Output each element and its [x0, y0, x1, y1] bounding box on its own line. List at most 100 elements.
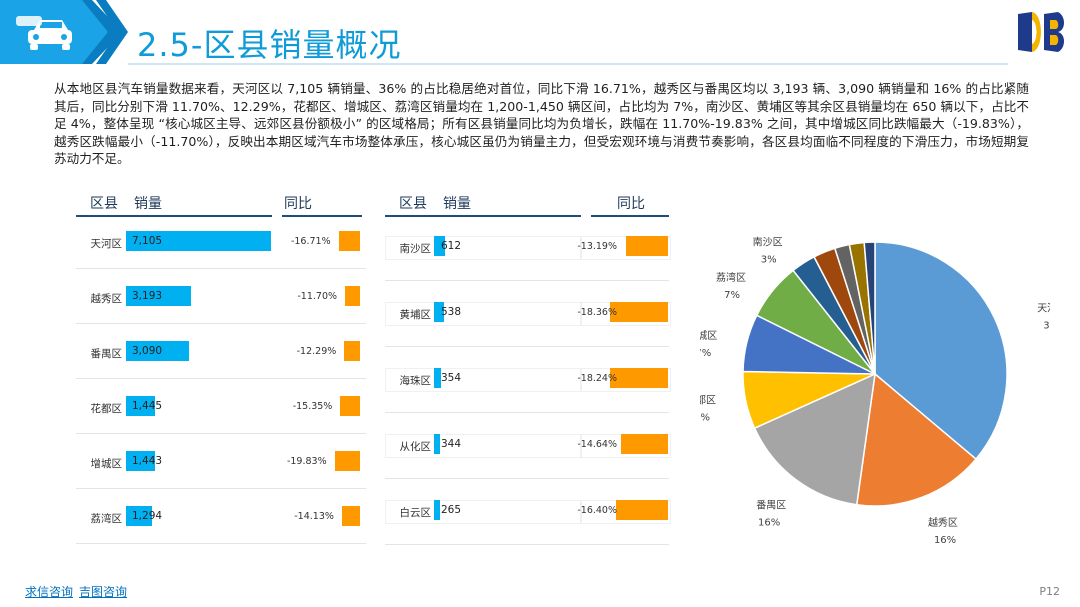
- sales-value-label: 344: [441, 438, 462, 450]
- header-yoy: 同比: [284, 196, 312, 212]
- header-yoy: 同比: [617, 196, 645, 212]
- footer-link-jitu[interactable]: 吉图咨询: [79, 585, 128, 599]
- page-number: P12: [1039, 585, 1060, 598]
- sales-bar: [126, 506, 153, 526]
- pie-slice: [753, 372, 876, 506]
- yoy-value-label: -16.40%: [577, 505, 617, 516]
- sales-value-label: 354: [441, 372, 462, 384]
- yoy-bar: [626, 236, 668, 256]
- pie-slice-percent: 16%: [934, 535, 956, 546]
- yoy-value-label: -13.19%: [577, 241, 617, 252]
- pie-slice-percent: 36%: [1043, 321, 1050, 332]
- page-title: 2.5-区县销量概况: [137, 26, 402, 64]
- yoy-bar: [345, 286, 360, 306]
- table-row: 黄埔区 538 -18.36%: [385, 302, 675, 326]
- yoy-value-label: -18.24%: [577, 373, 617, 384]
- district-label: 荔湾区: [90, 513, 123, 525]
- district-label: 黄埔区: [399, 309, 432, 321]
- sales-track: [385, 500, 581, 524]
- sales-track: [385, 434, 581, 458]
- pie-slice: [863, 241, 876, 375]
- pie-slice: [855, 372, 977, 507]
- sales-value-label: 3,090: [132, 345, 163, 357]
- row-divider: [76, 268, 366, 269]
- pie-slice-label: 荔湾区: [716, 271, 746, 284]
- pie-slice-percent: 7%: [700, 413, 710, 424]
- yoy-value-label: -14.13%: [294, 511, 334, 522]
- district-label: 越秀区: [90, 293, 123, 305]
- sales-value-label: 265: [441, 504, 462, 516]
- sales-bar: [126, 341, 190, 361]
- row-divider: [76, 378, 366, 379]
- footer-links: 求信咨询 吉图咨询: [25, 583, 133, 600]
- yoy-value-label: -12.29%: [296, 346, 337, 357]
- header-car-banner: [0, 0, 128, 64]
- yoy-bar: [340, 396, 360, 416]
- sales-value-label: 538: [441, 306, 462, 318]
- footer-link-qiuxin[interactable]: 求信咨询: [25, 585, 74, 599]
- table-row: 白云区 265 -16.40%: [385, 500, 675, 524]
- sales-bar: [434, 434, 441, 454]
- sales-bar: [434, 500, 440, 520]
- pie-slice-label: 越秀区: [928, 516, 958, 529]
- district-sales-table-right: 区县 销量 同比 南沙区 612 -13.19% 黄埔区 538 -18.36% 海珠区 35…: [385, 193, 675, 553]
- header-district: 区县: [90, 196, 118, 212]
- district-label: 白云区: [399, 507, 432, 519]
- yoy-bar: [621, 434, 668, 454]
- table-row: 南沙区 612 -13.19%: [385, 236, 675, 260]
- table-row: 海珠区 354 -18.24%: [385, 368, 675, 392]
- yoy-value-label: -16.71%: [290, 236, 331, 247]
- pie-slice-label: 番禺区: [756, 499, 786, 511]
- table-row: 花都区 1,445 -15.35%: [76, 396, 366, 420]
- district-label: 天河区: [90, 238, 123, 250]
- sales-bar: [126, 396, 156, 416]
- header-rule: [385, 215, 581, 217]
- sales-bar: [434, 236, 446, 256]
- yoy-bar: [344, 341, 360, 361]
- row-divider: [76, 433, 366, 434]
- intro-paragraph: 从本地区县汽车销量数据来看，天河区以 7,105 辆销量、36% 的占比稳居绝对…: [54, 81, 1029, 167]
- district-label: 海珠区: [399, 375, 432, 387]
- district-label: 番禺区: [90, 348, 123, 360]
- header-sales: 销量: [443, 196, 471, 212]
- district-share-pie-chart: 天河区 36% 越秀区 16% 番禺区 16% 花都区 7% 增城区 7% 荔湾区 7% 南沙区 3%: [700, 236, 1050, 546]
- district-label: 南沙区: [399, 243, 432, 255]
- pie-slice-percent: 7%: [700, 348, 711, 359]
- header-district: 区县: [399, 196, 427, 212]
- district-label: 从化区: [399, 441, 432, 453]
- yoy-value-label: -15.35%: [292, 401, 333, 412]
- table-row: 增城区 1,443 -19.83%: [76, 451, 366, 475]
- header-sales: 销量: [134, 196, 162, 212]
- brand-logo: [1014, 8, 1066, 56]
- table-row: 番禺区 3,090 -12.29%: [76, 341, 366, 365]
- header-divider: [128, 63, 1008, 65]
- sales-track: [385, 236, 581, 260]
- yoy-bar: [338, 231, 360, 251]
- sales-track: [385, 368, 581, 392]
- yoy-track: [581, 236, 671, 260]
- sales-track: [385, 302, 581, 326]
- sales-value-label: 612: [441, 240, 462, 252]
- table-row: 从化区 344 -14.64%: [385, 434, 675, 458]
- pie-slice-label: 花都区: [700, 394, 716, 407]
- yoy-value-label: -18.36%: [577, 307, 617, 318]
- pie-slice: [874, 241, 1008, 461]
- pie-slice-label: 南沙区: [753, 236, 783, 249]
- table-row: 荔湾区 1,294 -14.13%: [76, 506, 366, 530]
- pie-slice-percent: 16%: [758, 517, 780, 528]
- row-divider: [76, 543, 366, 544]
- pie-slice-percent: 3%: [761, 255, 777, 266]
- yoy-value-label: -11.70%: [297, 291, 338, 302]
- table-row: 越秀区 3,193 -11.70%: [76, 286, 366, 310]
- row-divider: [385, 478, 669, 479]
- sales-value-label: 1,294: [132, 510, 163, 522]
- sales-bar: [126, 231, 271, 251]
- pie-slice-label: 增城区: [700, 329, 717, 342]
- row-divider: [76, 323, 366, 324]
- row-divider: [385, 544, 669, 545]
- yoy-bar: [615, 500, 668, 520]
- district-label: 增城区: [90, 458, 123, 470]
- yoy-value-label: -19.83%: [286, 456, 327, 467]
- sales-value-label: 1,443: [132, 455, 163, 467]
- pie-slice-percent: 7%: [724, 290, 740, 301]
